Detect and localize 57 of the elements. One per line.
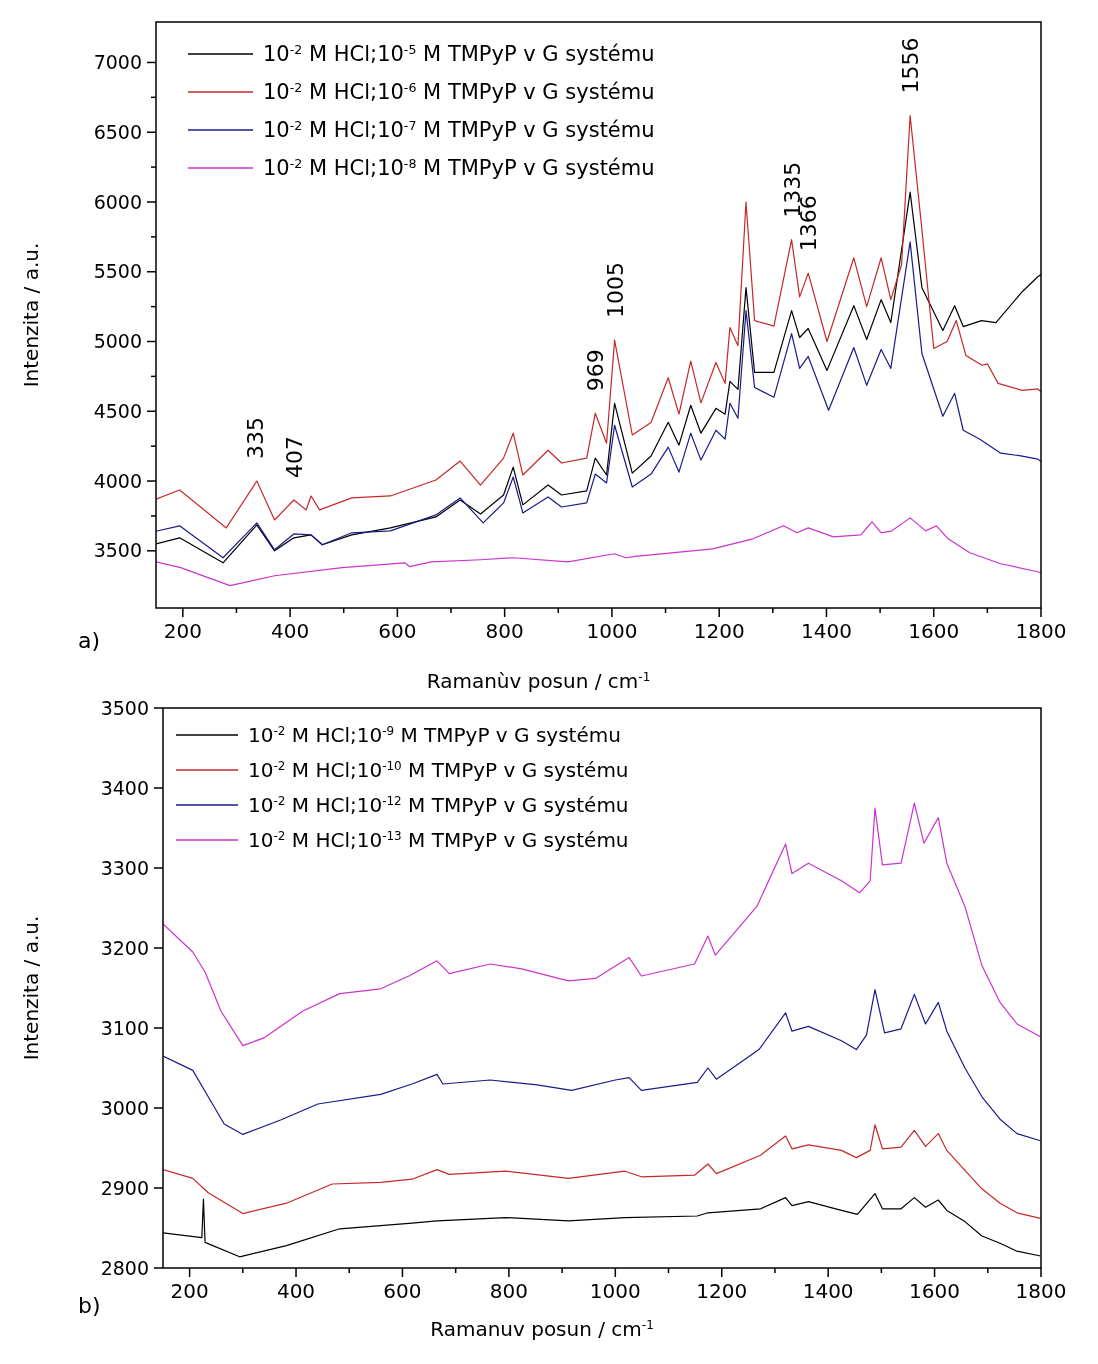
y-tick-label: 3300	[100, 856, 149, 879]
y-tick-label: 3000	[100, 1096, 149, 1119]
y-tick-label: 3400	[100, 776, 149, 799]
y-tick-label: 2800	[100, 1256, 149, 1279]
y-axis-title: Intenzita / a.u.	[19, 915, 43, 1061]
legend-label: 10$^{-2}$ M HCl;10$^{-12}$ M TMPyP v G systému	[248, 793, 629, 817]
x-tick-label: 1800	[1015, 619, 1067, 643]
line-series	[156, 114, 1041, 529]
x-axis-title: Ramanuv posun / cm$^{-1}$	[430, 1317, 654, 1341]
annotation: 335	[243, 417, 269, 460]
x-tick-label: 600	[383, 1279, 422, 1303]
y-tick-label: 5000	[93, 330, 142, 353]
y-tick-label: 4500	[93, 399, 142, 422]
legend-label: 10$^{-2}$ M HCl;10$^{-8}$ M TMPyP v G systému	[263, 155, 655, 181]
x-tick-label: 1800	[1015, 1279, 1067, 1303]
x-tick-label: 800	[485, 619, 524, 643]
y-tick-label: 3500	[100, 696, 149, 719]
x-tick-label: 1200	[696, 1279, 748, 1303]
annotation: 407	[281, 436, 307, 479]
x-tick-label: 200	[170, 1279, 209, 1303]
y-tick-label: 3200	[100, 936, 149, 959]
x-tick-label: 1600	[909, 1279, 961, 1303]
y-tick-label: 3100	[100, 1016, 149, 1039]
line-series	[163, 1124, 1041, 1219]
legend-label: 10$^{-2}$ M HCl;10$^{-10}$ M TMPyP v G systému	[248, 758, 629, 782]
y-tick-label: 2900	[100, 1176, 149, 1199]
x-tick-label: 600	[378, 619, 417, 643]
legend-label: 10$^{-2}$ M HCl;10$^{-9}$ M TMPyP v G systému	[248, 723, 621, 747]
text: b)	[78, 1293, 101, 1318]
legend-label: 10$^{-2}$ M HCl;10$^{-7}$ M TMPyP v G systému	[263, 117, 655, 143]
x-tick-label: 1000	[586, 619, 638, 643]
x-tick-label: 1000	[589, 1279, 641, 1303]
x-tick-label: 400	[276, 1279, 316, 1303]
annotation: 969	[583, 349, 609, 392]
annotation: 1005	[602, 262, 628, 319]
text: a)	[78, 628, 101, 653]
line-series	[156, 517, 1041, 587]
x-tick-label: 1600	[908, 619, 960, 643]
y-tick-label: 7000	[93, 51, 142, 74]
x-tick-label: 200	[163, 619, 202, 643]
x-axis-title: Ramanùv posun / cm$^{-1}$	[426, 669, 651, 693]
x-tick-label: 1400	[802, 1279, 854, 1303]
legend-label: 10$^{-2}$ M HCl;10$^{-5}$ M TMPyP v G systému	[263, 41, 655, 67]
y-axis-title: Intenzita / a.u.	[19, 242, 43, 388]
y-tick-label: 6000	[93, 190, 142, 213]
x-tick-label: 400	[271, 619, 310, 643]
x-tick-label: 1400	[801, 619, 852, 643]
line-series	[163, 989, 1041, 1142]
y-tick-label: 4000	[93, 469, 142, 492]
legend-label: 10$^{-2}$ M HCl;10$^{-13}$ M TMPyP v G systému	[248, 828, 629, 852]
y-tick-label: 5500	[93, 260, 142, 283]
y-tick-label: 6500	[93, 120, 142, 143]
legend-label: 10$^{-2}$ M HCl;10$^{-6}$ M TMPyP v G systému	[263, 79, 655, 105]
x-tick-label: 1200	[693, 619, 745, 643]
annotation: 1556	[898, 37, 924, 94]
y-tick-label: 3500	[93, 539, 142, 562]
x-tick-label: 800	[489, 1279, 528, 1303]
